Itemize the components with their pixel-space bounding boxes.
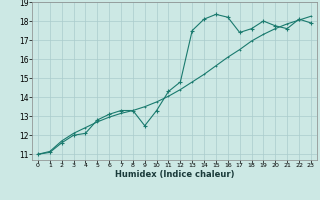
X-axis label: Humidex (Indice chaleur): Humidex (Indice chaleur) <box>115 170 234 179</box>
